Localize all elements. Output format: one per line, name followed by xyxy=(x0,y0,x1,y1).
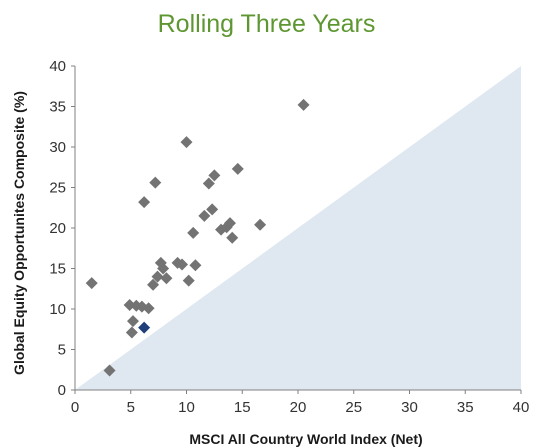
y-tick-label: 25 xyxy=(49,180,66,197)
data-point xyxy=(149,176,162,189)
data-point xyxy=(147,278,160,291)
data-point xyxy=(254,218,267,231)
y-tick-label: 30 xyxy=(49,139,66,156)
y-tick-label: 0 xyxy=(58,382,66,399)
data-point xyxy=(208,169,221,182)
y-tick-label: 20 xyxy=(49,220,66,237)
data-point xyxy=(103,364,116,377)
y-tick-label: 5 xyxy=(58,342,66,359)
y-axis-label: Global Equity Opportunites Composite (%) xyxy=(11,91,27,375)
x-tick-label: 15 xyxy=(234,399,251,416)
data-point xyxy=(187,226,200,239)
data-point xyxy=(206,203,219,216)
data-point xyxy=(142,302,155,315)
data-point xyxy=(176,258,189,271)
x-tick-label: 0 xyxy=(71,399,79,416)
data-point xyxy=(198,209,211,222)
data-point xyxy=(126,315,139,328)
y-tick-label: 15 xyxy=(49,261,66,278)
data-point xyxy=(297,98,310,111)
x-axis-label: MSCI All Country World Index (Net) xyxy=(189,431,422,447)
x-tick-label: 35 xyxy=(457,399,474,416)
highlight-data-point xyxy=(138,321,151,334)
data-point xyxy=(226,231,239,244)
data-point xyxy=(231,162,244,175)
y-tick-label: 10 xyxy=(49,301,66,318)
data-point xyxy=(180,136,193,149)
data-point xyxy=(202,177,215,190)
data-point xyxy=(182,274,195,287)
below-diagonal-region xyxy=(75,66,521,390)
data-point xyxy=(189,259,202,272)
x-tick-label: 25 xyxy=(345,399,362,416)
x-tick-labels: 0 5 10 15 20 25 30 35 40 xyxy=(71,390,530,416)
data-point xyxy=(160,272,173,285)
data-point xyxy=(157,262,170,275)
chart-title: Rolling Three Years xyxy=(157,10,376,38)
data-point xyxy=(223,217,236,230)
data-points xyxy=(85,98,310,377)
x-tick-label: 5 xyxy=(127,399,135,416)
x-tick-label: 20 xyxy=(290,399,307,416)
data-point xyxy=(85,277,98,290)
y-tick-label: 35 xyxy=(49,99,66,116)
data-point xyxy=(138,196,151,209)
y-tick-label: 40 xyxy=(49,58,66,75)
x-tick-label: 30 xyxy=(401,399,418,416)
data-point xyxy=(151,270,164,283)
x-tick-label: 40 xyxy=(513,399,530,416)
y-tick-labels: 0 5 10 15 20 25 30 35 40 xyxy=(49,58,75,399)
x-tick-label: 10 xyxy=(178,399,195,416)
data-point xyxy=(125,326,138,339)
